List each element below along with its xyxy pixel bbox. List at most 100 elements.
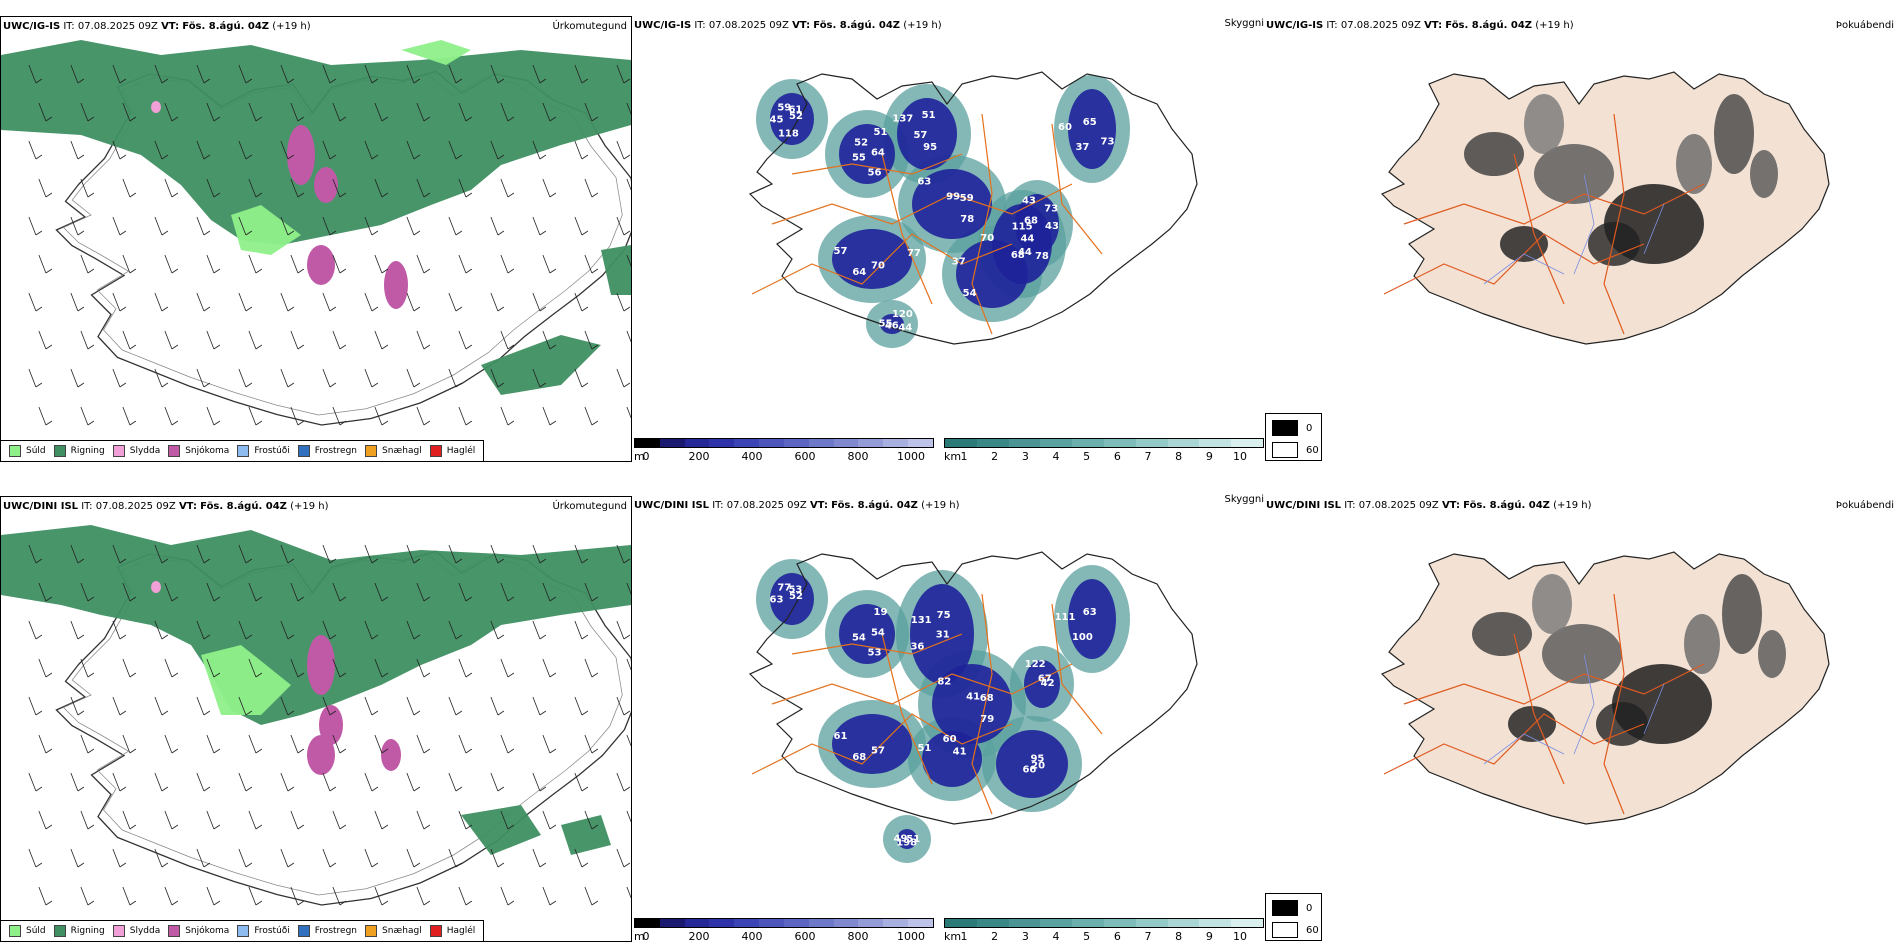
skyggni-title: Skyggni [1224, 494, 1264, 505]
colorbar-tick: 0 [642, 450, 650, 463]
fog-legend-swatch [1272, 922, 1298, 938]
cloud-base-label: 55 [879, 318, 893, 329]
colorbar-cell [635, 919, 660, 927]
colorbar-cell [1231, 439, 1263, 447]
colorbar-cell [908, 919, 933, 927]
legend-label: Snæhagl [382, 926, 422, 936]
legend-swatch [9, 925, 21, 937]
cloud-base-area [832, 229, 912, 289]
legend-label: Súld [26, 446, 46, 456]
wind-barbs [28, 544, 631, 906]
colorbar-tick: 1000 [896, 450, 925, 463]
fog-legend-item: 60 [1272, 442, 1319, 458]
legend-item: Frostúði [237, 925, 290, 937]
colorbar-cell [1040, 919, 1073, 927]
cloud-base-label: 100 [1072, 632, 1093, 643]
fog-area [1588, 222, 1640, 266]
fog-legend-label: 0 [1306, 902, 1313, 914]
cloud-base-label: 77 [777, 583, 791, 594]
cloud-base-label: 82 [937, 677, 951, 688]
road-network [751, 113, 1103, 335]
cloud-base-area [897, 829, 917, 849]
cloud-base-label: 45 [770, 115, 784, 126]
precip-area [1, 40, 631, 245]
cloud-base-label: 51 [874, 127, 888, 138]
precip-area [401, 40, 471, 65]
cloud-base-label: 78 [960, 214, 974, 225]
fog-legend-item: 0 [1272, 420, 1312, 436]
cloud-base-label: 53 [868, 648, 882, 659]
fog-area [1684, 614, 1720, 674]
legend-item: Rigning [53, 445, 105, 457]
colorbar-tick: 800 [847, 930, 869, 943]
colorbar-tick: 600 [794, 450, 816, 463]
legend-item: Rigning [53, 925, 105, 937]
cloud-base-label: 37 [1075, 142, 1089, 153]
cloud-base-label: 56 [868, 168, 882, 179]
cloud-base-label: 63 [770, 595, 784, 606]
cloud-base-label: 43 [1045, 221, 1059, 232]
panel-title: Úrkomutegund [552, 21, 627, 32]
fog-legend: 0 60 [1265, 413, 1322, 461]
cloud-base-label: 60 [943, 734, 957, 745]
cloud-base-label: 59 [777, 103, 791, 114]
fog-area [1758, 630, 1786, 678]
legend-item: Snæhagl [365, 925, 422, 937]
colorbar-cell [833, 919, 859, 927]
cloud-base-area [1024, 660, 1060, 708]
fog-legend-swatch [1272, 420, 1298, 436]
legend-item: Frostregn [297, 445, 357, 457]
legend-item: Snæhagl [365, 445, 422, 457]
cloud-base-panel: UWC/DINI ISL IT: 07.08.2025 09Z VT: Fös.… [632, 494, 1264, 942]
colorbar-cell [1135, 439, 1168, 447]
colorbar-tick: 1000 [896, 930, 925, 943]
road-network [751, 593, 1103, 815]
colorbar-tick: 7 [1144, 930, 1152, 943]
fog-legend-swatch [1272, 442, 1298, 458]
precip-type-panel: UWC/IG-IS IT: 07.08.2025 09Z VT: Fös. 8.… [0, 16, 632, 462]
legend-label: Frostregn [314, 926, 358, 936]
cloud-base-area [912, 169, 992, 239]
fog-area [1676, 134, 1712, 194]
colorbar-cell [1231, 919, 1263, 927]
precip-area [1, 525, 631, 725]
cloud-base-area [1068, 579, 1116, 659]
cloud-base-label: 64 [852, 267, 866, 278]
colorbar-cell [684, 439, 710, 447]
precip-area [481, 335, 601, 395]
colorbar-tick: 4 [1052, 930, 1060, 943]
legend-swatch [365, 445, 378, 457]
legend-label: Haglél [446, 926, 476, 936]
cloud-base-label: 73 [1044, 203, 1058, 214]
legend-item: Slydda [112, 925, 160, 937]
fog-area [1714, 94, 1754, 174]
fog-area [1722, 574, 1762, 654]
skyggni-title: Skyggni [1224, 18, 1264, 29]
fog-legend-item: 0 [1272, 900, 1312, 916]
colorbar-cell [709, 919, 735, 927]
cloud-base-label: 68 [852, 752, 866, 763]
cloud-base-label: 52 [789, 111, 803, 122]
colorbar-cell [858, 439, 884, 447]
cloud-base-area [996, 730, 1068, 798]
legend-item: Frostregn [297, 925, 358, 937]
colorbar-tick: 1 [960, 450, 968, 463]
legend-item: Súld [9, 445, 46, 457]
cloud-base-label: 118 [778, 129, 799, 140]
colorbar-tick: 6 [1113, 930, 1121, 943]
cloud-base-label: 54 [871, 627, 885, 638]
fog-area [1472, 612, 1532, 656]
snow-area [384, 261, 408, 309]
colorbar-tick: 9 [1205, 930, 1213, 943]
fog-legend-swatch [1272, 900, 1298, 916]
cloud-base-area [897, 98, 957, 170]
legend-label: Frostúði [254, 446, 290, 456]
precip-map [1, 35, 631, 441]
colorbar-cell [659, 439, 685, 447]
legend-label: Snæhagl [382, 446, 422, 456]
precip-legend: Súld Rigning Slydda Snjókoma Frostúði Frostre… [1, 920, 485, 941]
visibility-colorbar: km 1 2 3 4 5 6 7 8 9 10 [944, 438, 1264, 468]
colorbar-cell [635, 439, 660, 447]
colorbar-cell [759, 439, 784, 447]
colorbar-cell [783, 439, 809, 447]
